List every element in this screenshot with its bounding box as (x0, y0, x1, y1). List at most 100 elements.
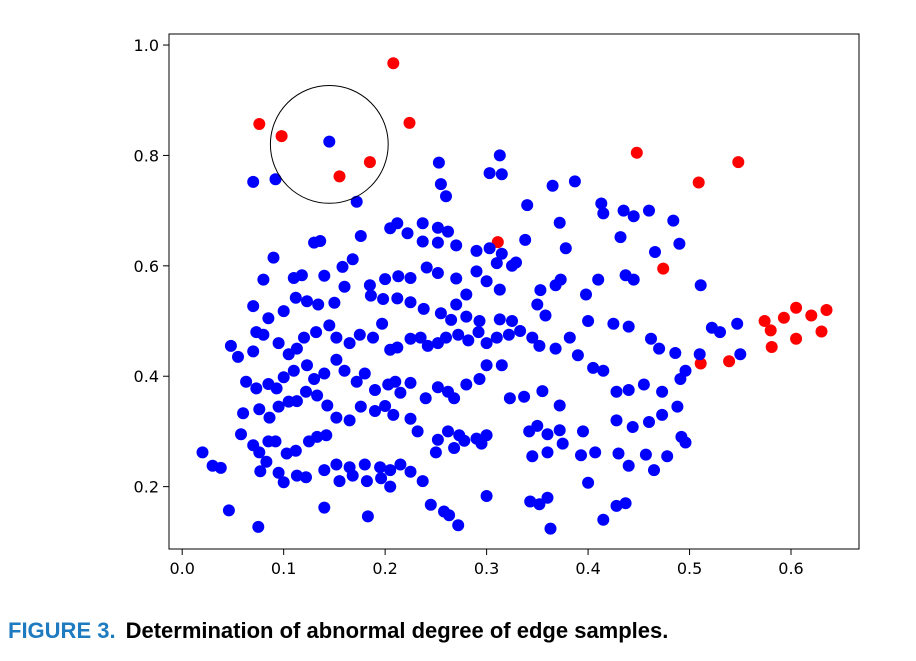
data-point (541, 428, 554, 441)
data-point (639, 448, 652, 461)
data-point (671, 400, 684, 413)
data-point (311, 430, 324, 443)
data-point (612, 447, 625, 460)
data-point (805, 309, 818, 322)
x-tick-label: 0.5 (677, 559, 702, 578)
data-point (350, 195, 363, 208)
data-point (470, 244, 483, 257)
data-point (411, 425, 424, 438)
data-point (289, 291, 302, 304)
x-tick-label: 0.3 (474, 559, 499, 578)
data-point (431, 381, 444, 394)
data-point (493, 149, 506, 162)
x-tick-label: 0.2 (372, 559, 397, 578)
data-point (495, 359, 508, 372)
data-point (358, 367, 371, 380)
data-point (338, 280, 351, 293)
data-point (669, 347, 682, 359)
data-point (495, 168, 508, 181)
y-tick-label: 0.4 (134, 367, 159, 386)
data-point (692, 176, 705, 189)
figure-label: FIGURE 3. (8, 618, 116, 643)
data-point (301, 295, 313, 308)
data-point (553, 216, 566, 229)
data-point (416, 217, 429, 230)
data-point (790, 301, 803, 314)
y-tick-label: 0.2 (134, 478, 159, 497)
data-point (240, 375, 253, 388)
data-point (460, 310, 473, 323)
data-point (289, 444, 302, 457)
data-point (614, 231, 627, 244)
data-point (460, 378, 473, 391)
data-point (643, 204, 655, 217)
data-point (394, 386, 407, 399)
data-point (533, 339, 546, 352)
data-point (462, 334, 475, 347)
data-point (502, 328, 515, 341)
data-point (252, 520, 265, 533)
data-point (320, 429, 333, 442)
data-point (592, 273, 605, 286)
data-point (290, 395, 303, 408)
data-point (391, 292, 404, 305)
data-point (275, 130, 288, 143)
data-point (526, 450, 539, 463)
data-point (452, 328, 465, 341)
data-point (630, 146, 643, 159)
data-point (637, 378, 650, 391)
data-point (617, 204, 630, 217)
data-point (694, 279, 707, 292)
data-point (518, 390, 531, 403)
data-point (253, 118, 266, 130)
data-point (360, 475, 373, 488)
x-tick-label: 0.6 (778, 559, 803, 578)
data-point (431, 267, 444, 279)
data-point (645, 332, 657, 345)
data-point (758, 315, 771, 327)
data-point (656, 408, 669, 421)
data-point (734, 348, 747, 361)
data-point (419, 392, 432, 405)
data-point (597, 513, 610, 526)
data-point (250, 382, 263, 395)
data-point (765, 341, 778, 353)
data-point (790, 332, 803, 345)
data-point (338, 364, 351, 377)
data-point (257, 273, 270, 286)
y-tick-label: 0.6 (134, 257, 159, 276)
data-point (627, 210, 640, 223)
data-point (323, 135, 336, 148)
data-point (480, 490, 493, 502)
data-point (280, 447, 293, 460)
data-point (369, 384, 381, 396)
data-point (272, 400, 285, 413)
data-point (597, 364, 610, 377)
data-point (448, 442, 461, 454)
data-point (553, 399, 566, 412)
data-point (673, 237, 686, 250)
data-point (490, 257, 503, 270)
data-point (404, 465, 417, 478)
data-point (247, 300, 260, 313)
data-point (450, 239, 463, 252)
data-point (440, 190, 452, 203)
data-point (563, 331, 576, 344)
data-point (445, 313, 458, 326)
data-point (610, 499, 623, 512)
plot-area-frame (168, 33, 860, 550)
data-point (272, 337, 285, 350)
data-point (222, 504, 235, 517)
data-point (354, 230, 367, 242)
data-point (232, 350, 244, 363)
data-point (369, 405, 381, 417)
data-point (277, 371, 290, 384)
y-tick-label: 0.8 (134, 146, 159, 165)
data-point (300, 471, 312, 484)
data-point (470, 265, 483, 278)
data-point (353, 328, 366, 341)
data-point (554, 273, 567, 286)
data-point (580, 288, 592, 301)
data-point (392, 270, 405, 283)
data-point (333, 170, 346, 183)
